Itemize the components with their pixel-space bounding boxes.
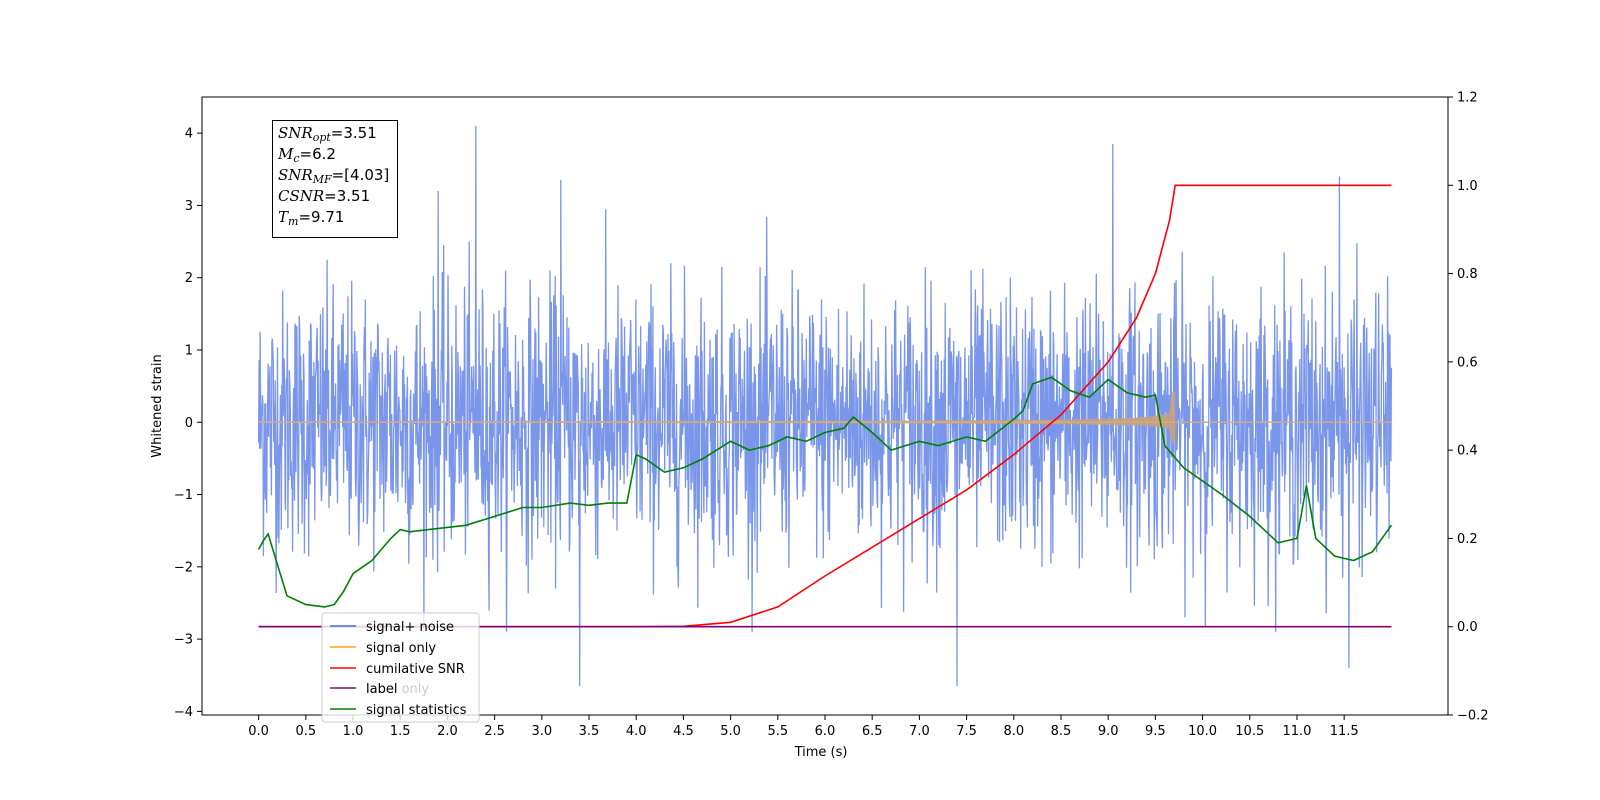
x-tick-label: 10.0: [1188, 724, 1217, 739]
x-tick-label: 2.5: [484, 724, 505, 739]
y-tick-label: −3: [174, 633, 193, 648]
x-tick-label: 8.5: [1051, 724, 1072, 739]
x-axis-label: Time (s): [794, 745, 848, 760]
series-signal-statistics: [257, 376, 1393, 608]
y-tick-label: −2: [174, 560, 193, 575]
y-tick-label: 1: [185, 343, 193, 358]
y2-tick-label: 1.0: [1457, 179, 1478, 194]
x-tick-label: 11.5: [1330, 724, 1359, 739]
x-tick-label: 5.0: [720, 724, 741, 739]
y2-tick-label: 1.2: [1457, 91, 1478, 106]
x-tick-label: 6.0: [815, 724, 836, 739]
x-tick-label: 9.0: [1098, 724, 1119, 739]
x-tick-label: 4.5: [673, 724, 694, 739]
x-tick-label: 4.0: [626, 724, 647, 739]
legend-label: signal+ noise: [366, 620, 454, 635]
x-tick-label: 1.5: [390, 724, 411, 739]
legend-label: signal statistics: [366, 703, 467, 718]
legend-label-ghost: label only: [366, 682, 429, 697]
x-tick-label: 7.0: [909, 724, 930, 739]
x-tick-label: 2.0: [437, 724, 458, 739]
y-tick-label: 4: [185, 127, 193, 142]
data-layer: [257, 125, 1393, 687]
info-csnr: CSNR=3.51: [278, 187, 371, 205]
y2-tick-label: −0.2: [1457, 709, 1489, 724]
x-tick-label: 3.5: [579, 724, 600, 739]
x-tick-label: 10.5: [1235, 724, 1264, 739]
y-tick-label: 3: [185, 199, 193, 214]
info-snr-mf: SNRMF=[4.03]: [278, 166, 390, 186]
info-box: SNRopt=3.51 Mc=6.2 SNRMF=[4.03] CSNR=3.5…: [272, 120, 398, 238]
legend-label: label: [366, 682, 397, 697]
y-tick-label: −1: [174, 488, 193, 503]
y-axis-label: Whitened strain: [150, 354, 165, 457]
y-axis-left: −4 −3 −2 −1 0 1 2 3 4: [174, 127, 202, 720]
y2-tick-label: 0.2: [1457, 532, 1478, 547]
y2-tick-label: 0.6: [1457, 355, 1478, 370]
y-tick-label: 0: [185, 416, 193, 431]
series-signal-noise: [257, 125, 1393, 687]
y2-tick-label: 0.4: [1457, 444, 1478, 459]
info-snr-opt: SNRopt=3.51: [278, 124, 377, 144]
x-tick-label: 0.0: [248, 724, 269, 739]
x-tick-label: 5.5: [767, 724, 788, 739]
y2-tick-label: 0.8: [1457, 267, 1478, 282]
info-tm: Tm=9.71: [278, 208, 345, 228]
y-axis-right: −0.2 0.0 0.2 0.4 0.6 0.8 1.0 1.2: [1448, 91, 1489, 724]
series-cumilative-snr: [258, 184, 1392, 628]
x-tick-label: 9.5: [1145, 724, 1166, 739]
info-mc: Mc=6.2: [278, 145, 336, 165]
legend-label: cumilative SNR: [366, 662, 465, 677]
y2-tick-label: 0.0: [1457, 620, 1478, 635]
x-tick-label: 11.0: [1282, 724, 1311, 739]
x-tick-label: 0.5: [295, 724, 316, 739]
x-tick-label: 3.0: [531, 724, 552, 739]
legend-label: signal only: [366, 641, 436, 656]
x-tick-label: 6.5: [862, 724, 883, 739]
x-axis: 0.0 0.5 1.0 1.5 2.0 2.5 3.0 3.5 4.0 4.5 5.0 5.5 6.0 6…: [248, 715, 1359, 739]
x-tick-label: 1.0: [343, 724, 364, 739]
y-tick-label: −4: [174, 705, 193, 720]
legend: label only signal+ noise signal only cumila…: [321, 612, 480, 723]
legend-box: [321, 612, 480, 723]
x-tick-label: 8.0: [1003, 724, 1024, 739]
y-tick-label: 2: [185, 271, 193, 286]
x-tick-label: 7.5: [956, 724, 977, 739]
